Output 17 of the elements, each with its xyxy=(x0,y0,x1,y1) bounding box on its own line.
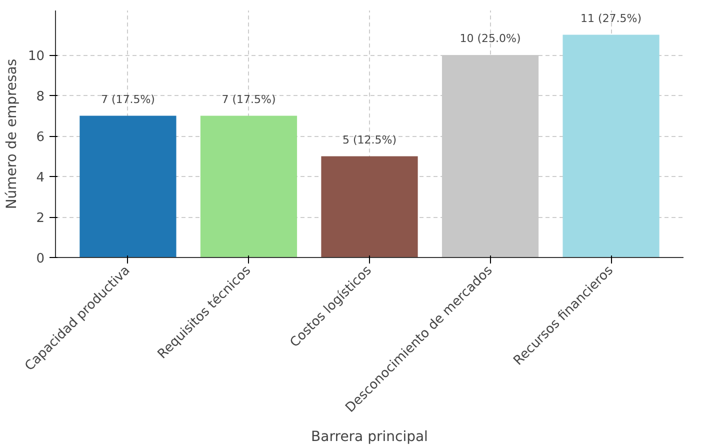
bar xyxy=(200,116,298,258)
y-tick-label: 2 xyxy=(36,211,45,226)
data-label: 7 (17.5%) xyxy=(222,92,276,106)
x-axis-title: Barrera principal xyxy=(311,429,428,446)
y-tick-label: 4 xyxy=(36,170,45,186)
bar xyxy=(80,116,176,258)
y-tick-label: 0 xyxy=(36,252,45,266)
data-label: 11 (27.5%) xyxy=(580,12,642,25)
y-tick-label: 6 xyxy=(36,130,45,146)
bar xyxy=(562,34,660,258)
y-axis-title: Número de empresas xyxy=(4,58,20,210)
bar xyxy=(321,156,418,258)
y-tick-label: 8 xyxy=(36,90,45,105)
y-tick-label: 10 xyxy=(28,49,45,64)
data-label: 5 (12.5%) xyxy=(342,133,397,146)
data-label: 7 (17.5%) xyxy=(100,92,155,106)
data-label: 10 (25.0%) xyxy=(460,32,521,46)
